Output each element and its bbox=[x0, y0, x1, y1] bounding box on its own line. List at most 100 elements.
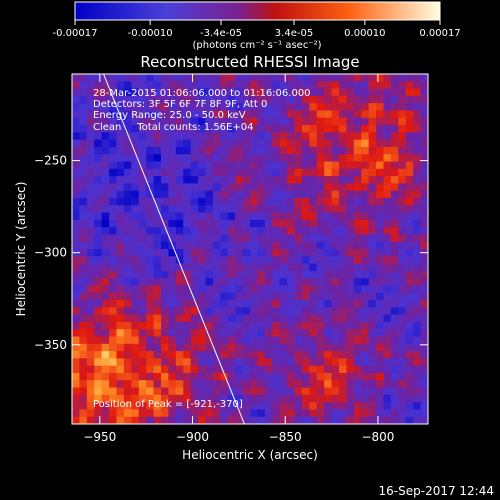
heatmap-cell bbox=[86, 380, 95, 389]
heatmap-cell bbox=[346, 329, 355, 338]
heatmap-cell bbox=[301, 372, 310, 381]
heatmap-cell bbox=[190, 249, 199, 257]
heatmap-cell bbox=[383, 176, 392, 184]
heatmap-cell bbox=[109, 197, 118, 206]
heatmap-cell bbox=[72, 416, 81, 424]
heatmap-cell bbox=[361, 336, 370, 345]
heatmap-cell bbox=[405, 81, 414, 90]
heatmap-cell bbox=[198, 212, 207, 221]
heatmap-cell bbox=[138, 125, 147, 133]
heatmap-cell bbox=[116, 146, 125, 155]
heatmap-cell bbox=[257, 307, 266, 316]
heatmap-cell bbox=[212, 154, 221, 163]
heatmap-cell bbox=[131, 190, 140, 199]
heatmap-cell bbox=[257, 88, 266, 97]
heatmap-cell bbox=[339, 365, 348, 374]
heatmap-cell bbox=[79, 95, 88, 104]
heatmap-cell bbox=[287, 336, 296, 345]
heatmap-cell bbox=[161, 394, 170, 403]
heatmap-cell bbox=[212, 146, 221, 155]
heatmap-cell bbox=[398, 402, 407, 411]
heatmap-cell bbox=[212, 88, 221, 97]
heatmap-cell bbox=[339, 270, 348, 279]
heatmap-cell bbox=[287, 234, 296, 243]
heatmap-cell bbox=[101, 387, 110, 396]
heatmap-cell bbox=[257, 168, 266, 177]
heatmap-cell bbox=[264, 343, 273, 352]
heatmap-cell bbox=[361, 74, 370, 82]
heatmap-cell bbox=[361, 307, 370, 316]
heatmap-cell bbox=[279, 190, 288, 199]
heatmap-cell bbox=[235, 132, 244, 141]
heatmap-cell bbox=[420, 74, 428, 82]
heatmap-cell bbox=[212, 300, 221, 308]
heatmap-cell bbox=[146, 139, 155, 148]
heatmap-cell bbox=[264, 197, 273, 206]
heatmap-cell bbox=[405, 321, 414, 330]
heatmap-cell bbox=[353, 212, 362, 221]
heatmap-cell bbox=[405, 146, 414, 155]
x-axis-ticks: −950 −900 −850 −800 bbox=[83, 74, 394, 444]
heatmap-cell bbox=[94, 416, 103, 424]
heatmap-cell bbox=[316, 249, 325, 257]
heatmap-cell bbox=[272, 190, 281, 199]
heatmap-cell bbox=[123, 380, 132, 389]
heatmap-cell bbox=[331, 314, 340, 323]
heatmap-cell bbox=[294, 365, 303, 374]
heatmap-cell bbox=[79, 285, 88, 294]
heatmap-cell bbox=[235, 190, 244, 199]
heatmap-cell bbox=[368, 146, 377, 155]
heatmap-cell bbox=[413, 88, 422, 97]
heatmap-cell bbox=[331, 132, 340, 141]
heatmap-cell bbox=[361, 110, 370, 119]
solar-limb-line bbox=[103, 74, 245, 424]
heatmap-cell bbox=[353, 74, 362, 82]
heatmap-cell bbox=[257, 263, 266, 272]
heatmap-cell bbox=[175, 314, 184, 323]
heatmap-cell bbox=[279, 314, 288, 323]
heatmap-cell bbox=[331, 219, 340, 228]
heatmap-cell bbox=[183, 125, 192, 133]
heatmap-cell bbox=[220, 256, 229, 265]
heatmap-cell bbox=[94, 387, 103, 396]
heatmap-cell bbox=[220, 227, 229, 236]
heatmap-cell bbox=[79, 336, 88, 345]
heatmap-cell bbox=[301, 343, 310, 352]
heatmap-cell bbox=[235, 270, 244, 279]
heatmap-cell bbox=[257, 416, 266, 424]
heatmap-cell bbox=[72, 365, 81, 374]
heatmap-cell bbox=[183, 132, 192, 141]
heatmap-cell bbox=[264, 321, 273, 330]
heatmap-cell bbox=[175, 95, 184, 104]
heatmap-cell bbox=[250, 88, 259, 97]
heatmap-cell bbox=[309, 197, 318, 206]
heatmap-cell bbox=[146, 205, 155, 214]
heatmap-cell bbox=[309, 168, 318, 177]
heatmap-cell bbox=[94, 95, 103, 104]
heatmap-cell bbox=[264, 74, 273, 82]
heatmap-cell bbox=[72, 154, 81, 163]
heatmap-cell bbox=[331, 278, 340, 287]
heatmap-cell bbox=[86, 212, 95, 221]
heatmap-cell bbox=[101, 103, 110, 112]
heatmap-cell bbox=[109, 336, 118, 345]
heatmap-cell bbox=[309, 394, 318, 403]
heatmap-cell bbox=[79, 394, 88, 403]
heatmap-cell bbox=[116, 205, 125, 214]
heatmap-cell bbox=[109, 168, 118, 177]
heatmap-cell bbox=[376, 212, 385, 221]
heatmap-cell bbox=[361, 321, 370, 330]
heatmap-cell bbox=[361, 197, 370, 206]
heatmap-cell bbox=[339, 358, 348, 367]
heatmap-cell bbox=[198, 176, 207, 184]
heatmap-cell bbox=[316, 409, 325, 418]
heatmap-cell bbox=[264, 95, 273, 104]
heatmap-cell bbox=[324, 88, 333, 97]
heatmap-cell bbox=[242, 300, 251, 308]
heatmap-cell bbox=[257, 372, 266, 381]
heatmap-cell bbox=[205, 176, 214, 184]
heatmap-cell bbox=[131, 88, 140, 97]
heatmap-cell bbox=[161, 372, 170, 381]
heatmap-cell bbox=[161, 416, 170, 424]
heatmap-cell bbox=[301, 358, 310, 367]
